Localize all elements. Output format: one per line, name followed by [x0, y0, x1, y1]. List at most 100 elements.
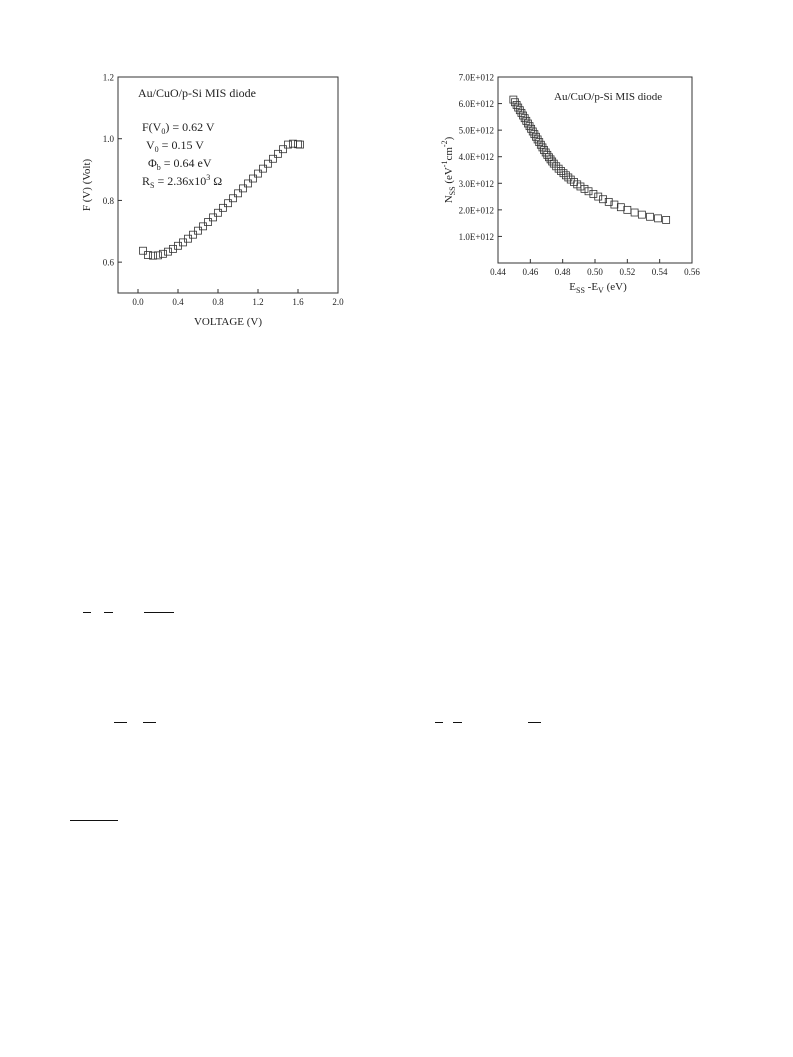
data-point [254, 169, 262, 178]
data-point [139, 246, 147, 255]
x-tick-label: 0.44 [490, 267, 506, 277]
x-tick-label: 0.50 [587, 267, 603, 277]
data-point [552, 162, 561, 171]
data-point [144, 251, 152, 259]
data-point [209, 213, 217, 222]
data-point [564, 173, 573, 182]
legend-title: Au/CuO/p-Si MIS diode [554, 91, 662, 103]
x-axis-label: ESS -EV (eV) [569, 281, 627, 295]
x-tick-label: 0.0 [132, 297, 144, 307]
fraction-bar [528, 722, 541, 723]
data-point [599, 195, 607, 204]
y-tick-label: 1.0 [103, 134, 115, 144]
data-point [244, 179, 252, 188]
x-tick-label: 0.8 [212, 297, 224, 307]
data-point [259, 164, 267, 173]
data-point [616, 203, 625, 212]
fraction-bar [70, 820, 118, 821]
annotation-rs: RS = 2.36x103 Ω [142, 173, 222, 190]
data-point [646, 212, 654, 221]
data-point [610, 200, 619, 209]
x-tick-label: 0.54 [652, 267, 668, 277]
data-point [269, 154, 277, 163]
y-axis-label: NSS (eV-1cm-2) [440, 136, 457, 203]
data-point [294, 140, 302, 149]
x-tick-label: 0.46 [522, 267, 538, 277]
data-point [164, 247, 172, 256]
x-tick-label: 1.2 [252, 297, 263, 307]
y-tick-label: 7.0E+012 [459, 73, 494, 83]
legend-title: Au/CuO/p-Si MIS diode [138, 86, 256, 100]
data-point [559, 169, 568, 178]
data-point [199, 222, 207, 231]
data-point [169, 244, 177, 253]
data-point [189, 230, 197, 239]
annotation-f-v0: F(V0) = 0.62 V [142, 120, 215, 136]
x-tick-label: 1.6 [292, 297, 304, 307]
data-point [214, 208, 222, 217]
series-markers [139, 139, 304, 260]
tick-group: 0.0 0.4 0.8 1.2 1.6 2.0 0.6 0.8 1.0 1.2 [103, 73, 344, 308]
fraction-bar [143, 722, 156, 723]
fraction-bar [104, 612, 113, 613]
data-point [630, 208, 639, 217]
y-tick-label: 1.2 [103, 73, 114, 83]
data-point [662, 216, 671, 224]
y-tick-label: 2.0E+012 [459, 205, 494, 215]
data-point [654, 214, 662, 223]
data-point [229, 194, 237, 203]
data-point [584, 187, 593, 196]
data-point [580, 184, 589, 193]
data-point [637, 210, 646, 219]
fraction-bar [144, 612, 174, 613]
data-point [554, 164, 563, 173]
x-tick-label: 0.52 [619, 267, 635, 277]
data-point [623, 205, 632, 214]
tick-group: 0.44 0.46 0.48 0.50 0.52 0.54 0.56 1.0E+012 2.0E… [459, 73, 701, 278]
data-point [589, 190, 598, 198]
data-point [219, 203, 227, 212]
data-point [296, 140, 304, 149]
y-tick-label: 1.0E+012 [459, 232, 494, 242]
plot-frame [117, 76, 339, 294]
data-point [184, 234, 192, 243]
series-markers [509, 95, 671, 224]
x-tick-label: 0.4 [172, 297, 184, 307]
data-point [549, 159, 558, 168]
data-point [548, 157, 557, 166]
data-point [557, 167, 565, 175]
y-tick-label: 0.6 [103, 258, 115, 268]
data-point [594, 192, 603, 201]
data-point [284, 140, 292, 149]
data-point [194, 226, 202, 235]
data-point [234, 189, 242, 198]
chart-f-v-svg: 0.0 0.4 0.8 1.2 1.6 2.0 0.6 0.8 1.0 1.2 Au/CuO/p-… [81, 73, 344, 329]
y-tick-label: 3.0E+012 [459, 179, 494, 189]
annotation-phi-b: Φb = 0.64 eV [148, 156, 212, 172]
fraction-bar [114, 722, 127, 723]
x-tick-label: 2.0 [332, 297, 344, 307]
chart-nss-svg: 0.44 0.46 0.48 0.50 0.52 0.54 0.56 1.0E+012 2.0E… [440, 73, 701, 296]
x-axis-label: VOLTAGE (V) [194, 316, 262, 328]
data-point [604, 197, 613, 206]
data-point [274, 149, 282, 158]
data-point [279, 145, 287, 154]
chart-f-v-voltage: 0.0 0.4 0.8 1.2 1.6 2.0 0.6 0.8 1.0 1.2 Au/CuO/p-… [78, 68, 358, 330]
y-tick-label: 6.0E+012 [459, 99, 494, 109]
data-point [576, 182, 585, 191]
chart-nss-energy: 0.44 0.46 0.48 0.50 0.52 0.54 0.56 1.0E+012 2.0E… [436, 68, 708, 298]
y-tick-label: 4.0E+012 [459, 152, 494, 162]
data-point [204, 218, 212, 226]
plot-frame [497, 76, 693, 264]
x-tick-label: 0.56 [684, 267, 700, 277]
data-point [154, 251, 162, 260]
x-tick-label: 0.48 [555, 267, 571, 277]
data-point [239, 184, 247, 193]
data-point [224, 199, 232, 208]
y-axis-label: F (V) (Volt) [81, 158, 93, 211]
data-point [562, 171, 570, 180]
data-point [264, 159, 272, 168]
fraction-bar [435, 722, 443, 723]
y-tick-label: 0.8 [103, 196, 115, 206]
y-tick-label: 5.0E+012 [459, 126, 494, 136]
